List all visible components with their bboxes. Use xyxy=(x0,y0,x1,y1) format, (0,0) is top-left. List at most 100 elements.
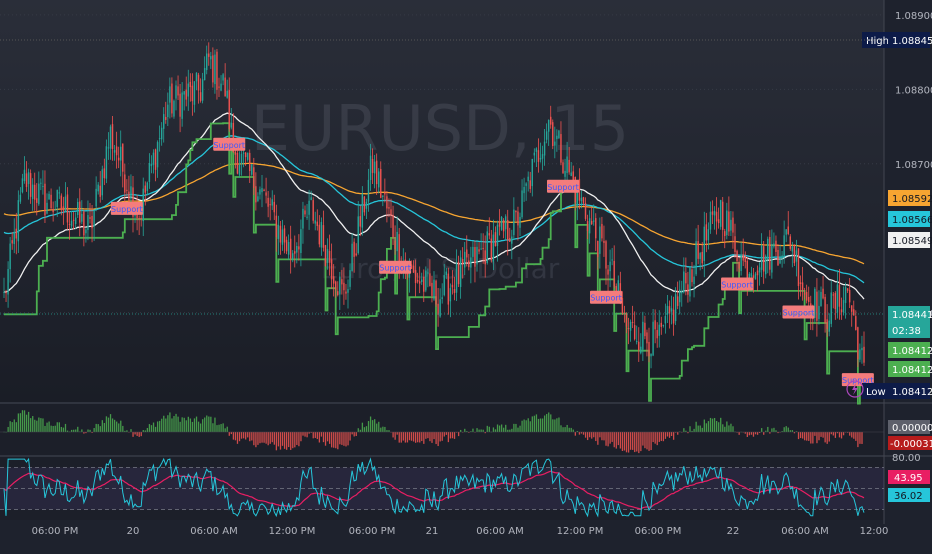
candle-body xyxy=(208,53,210,57)
macd-bar xyxy=(699,425,701,432)
candle-body xyxy=(781,255,783,259)
candle-body xyxy=(590,220,593,225)
macd-bar xyxy=(7,426,9,432)
support-label-text: Support xyxy=(547,183,579,192)
candle-body xyxy=(472,246,474,257)
candle-body xyxy=(87,215,89,231)
macd-bar xyxy=(562,427,564,432)
candle-body xyxy=(220,83,222,91)
macd-bar xyxy=(431,432,433,443)
candle-body xyxy=(625,313,628,327)
candle-body xyxy=(21,178,24,193)
candle-body xyxy=(857,327,859,359)
macd-bar xyxy=(572,429,574,432)
candle-body xyxy=(154,149,157,170)
macd-bar xyxy=(783,427,785,432)
macd-bar xyxy=(83,432,85,434)
candle-body xyxy=(199,92,202,101)
macd-bar xyxy=(697,425,699,432)
candle-body xyxy=(435,280,437,305)
macd-bar xyxy=(482,429,484,432)
support-label-text: Support xyxy=(590,294,622,303)
candle-body xyxy=(68,223,71,225)
macd-bar xyxy=(111,418,114,432)
macd-bar xyxy=(476,428,478,432)
candle-body xyxy=(678,289,681,303)
candle-body xyxy=(210,56,212,60)
macd-bar xyxy=(851,432,853,438)
price-badge-last: 1.08441 xyxy=(888,306,932,322)
candle-body xyxy=(341,279,343,285)
candle-body xyxy=(859,349,861,360)
macd-bar xyxy=(632,432,634,450)
macd-bar xyxy=(251,432,253,441)
candle-body xyxy=(691,269,693,283)
candle-body xyxy=(789,236,792,249)
candle-body xyxy=(289,238,292,259)
candle-body xyxy=(386,196,388,209)
candle-body xyxy=(7,269,9,295)
candle-body xyxy=(803,292,806,295)
macd-bar xyxy=(335,432,337,449)
candle-body xyxy=(169,86,171,103)
macd-bar xyxy=(255,432,257,448)
supertrend-line xyxy=(4,122,864,405)
candle-body xyxy=(652,321,654,356)
candle-body xyxy=(478,249,480,252)
macd-bar xyxy=(384,426,386,432)
macd-bar xyxy=(492,427,495,432)
candle-body xyxy=(320,221,323,248)
price-badge-low: Low 1.08412 xyxy=(862,383,932,399)
candle-body xyxy=(752,275,755,279)
candle-body xyxy=(345,291,347,294)
price-badge-label: Low xyxy=(866,387,886,398)
candle-body xyxy=(373,161,376,174)
candle-body xyxy=(236,152,239,174)
candle-body xyxy=(371,158,374,173)
candle-body xyxy=(838,284,841,307)
macd-bar xyxy=(484,432,486,434)
candle-body xyxy=(560,134,562,163)
candle-body xyxy=(549,116,552,125)
macd-bar xyxy=(296,432,298,445)
candle-body xyxy=(580,197,583,202)
macd-bar xyxy=(460,429,462,432)
macd-bar xyxy=(318,432,321,443)
macd-bar xyxy=(771,428,773,432)
candle-body xyxy=(650,353,652,357)
macd-bar xyxy=(113,419,116,432)
candle-body xyxy=(603,240,605,243)
macd-bar xyxy=(392,432,394,438)
rsi-line xyxy=(3,457,865,518)
candle-body xyxy=(762,246,765,272)
candle-body xyxy=(490,238,493,261)
support-label-box xyxy=(590,290,622,304)
macd-bar xyxy=(773,427,775,432)
macd-bar xyxy=(498,425,501,432)
macd-bar xyxy=(259,432,261,444)
macd-bar xyxy=(199,423,202,432)
macd-bar xyxy=(27,411,30,432)
candle-body xyxy=(523,187,525,194)
macd-bar xyxy=(464,428,466,432)
macd-bar xyxy=(150,425,153,432)
macd-bar xyxy=(525,420,527,432)
macd-bar xyxy=(758,432,761,434)
macd-badge-neg-bg xyxy=(888,436,932,450)
candle-body xyxy=(271,199,273,206)
candle-body xyxy=(158,138,161,140)
macd-bar xyxy=(339,432,341,445)
candle-body xyxy=(81,213,83,222)
candle-body xyxy=(414,269,417,284)
candle-body xyxy=(302,208,304,229)
macd-bar xyxy=(414,432,417,443)
candle-body xyxy=(410,264,413,269)
candle-body xyxy=(433,279,435,300)
lightning-icon-ring xyxy=(846,380,864,398)
macd-bar xyxy=(185,420,187,432)
macd-bar xyxy=(496,424,499,432)
candle-body xyxy=(754,273,757,280)
macd-bar xyxy=(99,426,101,432)
